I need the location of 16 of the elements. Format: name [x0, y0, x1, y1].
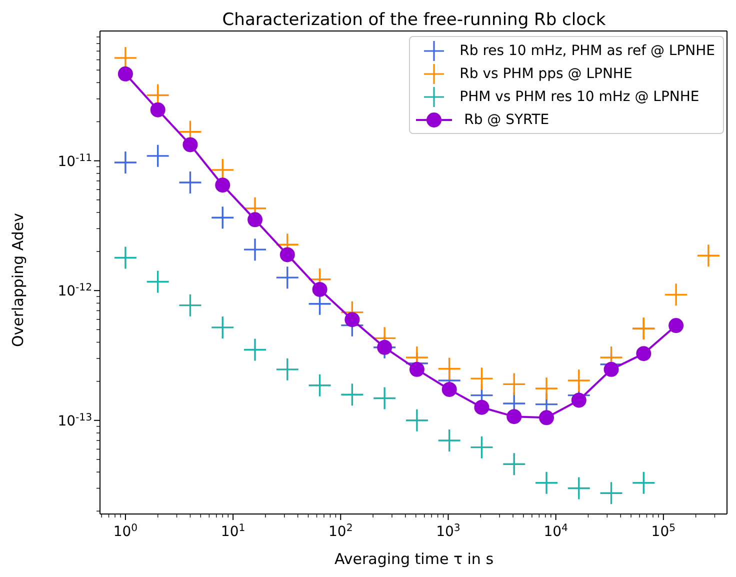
x-tick-label: 10$^{3}$: [436, 522, 460, 540]
x-axis-title: Averaging time τ in s: [333, 550, 495, 568]
legend-label: Rb vs PHM pps @ LPNHE: [460, 66, 632, 82]
x-tick-label: 10$^{0}$: [113, 522, 138, 540]
y-tick-label: 10$^{-11}$: [58, 152, 92, 170]
legend-label: Rb res 10 mHz, PHM as ref @ LPNHE: [460, 42, 715, 58]
x-tick-label: 10$^{2}$: [328, 522, 353, 540]
x-tick-label: 10$^{1}$: [220, 522, 246, 540]
legend-label: Rb @ SYRTE: [463, 112, 550, 128]
x-tick-label: 10$^{5}$: [651, 522, 676, 540]
y-axis-title: Overlapping Adev: [9, 212, 27, 348]
y-tick-label: 10$^{-13}$: [58, 412, 92, 430]
y-tick-label: 10$^{-12}$: [58, 282, 92, 300]
legend-label: PHM vs PHM res 10 mHz @ LPNHE: [460, 88, 700, 104]
chart-title: Characterization of the free-running Rb clock: [221, 10, 607, 30]
x-tick-label: 10$^{4}$: [544, 522, 568, 540]
